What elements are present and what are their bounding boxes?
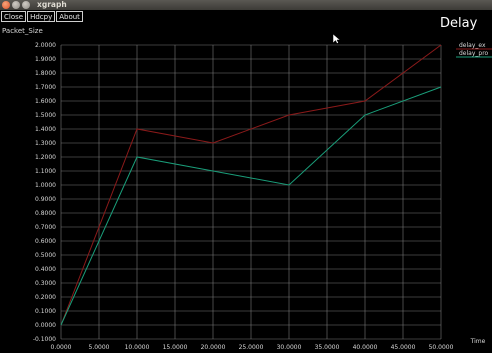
x-tick-label: 40.0000 [353, 344, 378, 351]
window-minimize-button[interactable] [12, 1, 20, 9]
y-tick-label: 1.5000 [35, 112, 56, 119]
y-tick-label: 1.7000 [35, 84, 56, 91]
series-line-delay_ex [60, 44, 442, 326]
x-tick-label: 25.0000 [239, 344, 264, 351]
legend-label: delay_pro [459, 50, 489, 57]
legend-label: delay_ex [459, 42, 486, 49]
y-tick-label: 1.4000 [35, 126, 56, 133]
x-tick-label: 5.0000 [89, 344, 110, 351]
chart-title: Delay [440, 16, 478, 31]
y-tick-label: 0.0000 [35, 322, 56, 329]
y-tick-label: 0.4000 [35, 266, 56, 273]
y-tick-label: 0.8000 [35, 210, 56, 217]
y-tick-label: 0.6000 [35, 238, 56, 245]
x-tick-label: 35.0000 [315, 344, 340, 351]
about-button[interactable]: About [56, 11, 83, 22]
y-tick-label: 0.2000 [35, 294, 56, 301]
y-tick-label: 0.7000 [35, 224, 56, 231]
y-axis-label: Packet_Size [2, 27, 43, 35]
window-titlebar: xgraph [0, 0, 492, 10]
y-tick-label: 1.6000 [35, 98, 56, 105]
y-tick-label: 1.0000 [35, 182, 56, 189]
close-button[interactable]: Close [1, 11, 27, 22]
y-tick-label: 1.3000 [35, 140, 56, 147]
y-tick-label: 2.0000 [35, 42, 56, 49]
y-tick-label: 1.8000 [35, 70, 56, 77]
y-tick-label: 0.3000 [35, 280, 56, 287]
y-tick-label: 0.1000 [35, 308, 56, 315]
x-tick-label: 50.0000 [429, 344, 454, 351]
window-close-button[interactable] [2, 1, 10, 9]
y-tick-label: -0.1000 [33, 336, 56, 343]
x-tick-label: 20.0000 [201, 344, 226, 351]
x-axis-label: Time [470, 338, 486, 345]
y-tick-label: 1.9000 [35, 56, 56, 63]
x-tick-label: 45.0000 [391, 344, 416, 351]
y-tick-label: 1.2000 [35, 154, 56, 161]
y-tick-label: 0.5000 [35, 252, 56, 259]
window-title: xgraph [37, 0, 67, 9]
toolbar: Close Hdcpy About [0, 11, 83, 24]
series-line-delay_pro [60, 86, 442, 326]
x-tick-label: 30.0000 [277, 344, 302, 351]
mouse-cursor-icon [333, 34, 341, 44]
y-tick-label: 1.1000 [35, 168, 56, 175]
y-tick-label: 0.9000 [35, 196, 56, 203]
x-tick-label: 10.0000 [125, 344, 150, 351]
x-tick-label: 15.0000 [163, 344, 188, 351]
window-maximize-button[interactable] [22, 1, 30, 9]
hardcopy-button[interactable]: Hdcpy [27, 11, 56, 22]
x-tick-label: 0.0000 [51, 344, 72, 351]
